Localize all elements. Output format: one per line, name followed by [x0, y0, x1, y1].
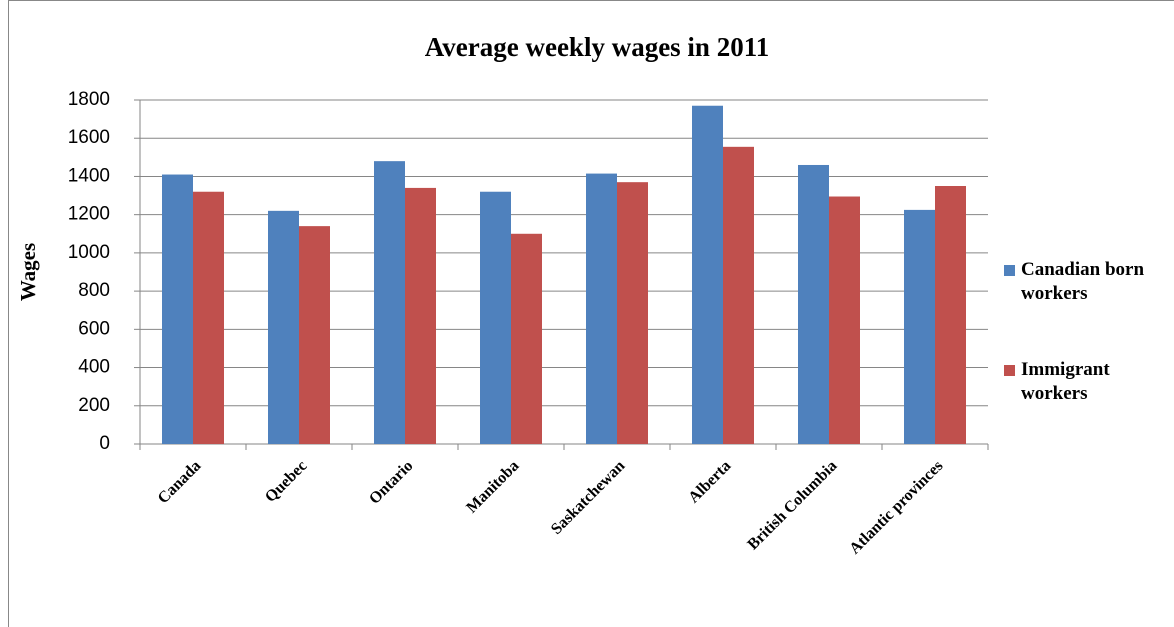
bar	[480, 191, 511, 444]
bar	[405, 187, 436, 444]
x-tick-label: Ontario	[366, 457, 416, 507]
bar	[586, 173, 617, 445]
bar	[162, 174, 193, 445]
x-tick-label: Canada	[155, 457, 205, 507]
legend-item: Canadian born workers	[1004, 258, 1174, 306]
bar	[723, 146, 754, 445]
y-axis-label: Wages	[16, 243, 40, 301]
x-tick-label: Quebec	[262, 457, 310, 505]
legend-item: Immigrant workers	[1004, 358, 1174, 406]
y-tick-label: 800	[78, 280, 110, 301]
legend-label: Immigrant workers	[1021, 359, 1110, 404]
chart-border	[8, 0, 1174, 627]
legend-swatch	[1004, 265, 1015, 276]
chart-title: Average weekly wages in 2011	[425, 32, 769, 62]
y-tick-label: 1600	[68, 127, 110, 148]
legend-label: Canadian born workers	[1021, 259, 1145, 304]
bar	[268, 210, 299, 444]
bar	[829, 196, 860, 444]
y-tick-label: 1000	[68, 242, 110, 263]
bar	[193, 191, 224, 444]
x-tick-label: British Columbia	[744, 457, 840, 553]
y-tick-label: 400	[78, 357, 110, 378]
bar	[798, 164, 829, 444]
y-tick-label: 600	[78, 318, 110, 339]
x-tick-label: Atlantic provinces	[846, 457, 946, 557]
y-tick-label: 200	[78, 395, 110, 416]
bar	[692, 105, 723, 444]
bar	[935, 186, 966, 444]
y-tick-label: 1800	[68, 89, 110, 110]
x-tick-label: Manitoba	[463, 457, 522, 516]
legend-swatch	[1004, 365, 1015, 376]
bar	[511, 233, 542, 444]
x-tick-label: Alberta	[685, 457, 734, 506]
bar	[617, 182, 648, 444]
legend: Canadian born workers Immigrant workers	[1004, 258, 1174, 458]
y-tick-label: 1200	[68, 204, 110, 225]
x-tick-label: Saskatchewan	[548, 457, 629, 538]
bar	[374, 161, 405, 444]
y-tick-label: 1400	[68, 165, 110, 186]
bar	[299, 226, 330, 444]
y-tick-label: 0	[99, 433, 110, 454]
bar	[904, 209, 935, 444]
